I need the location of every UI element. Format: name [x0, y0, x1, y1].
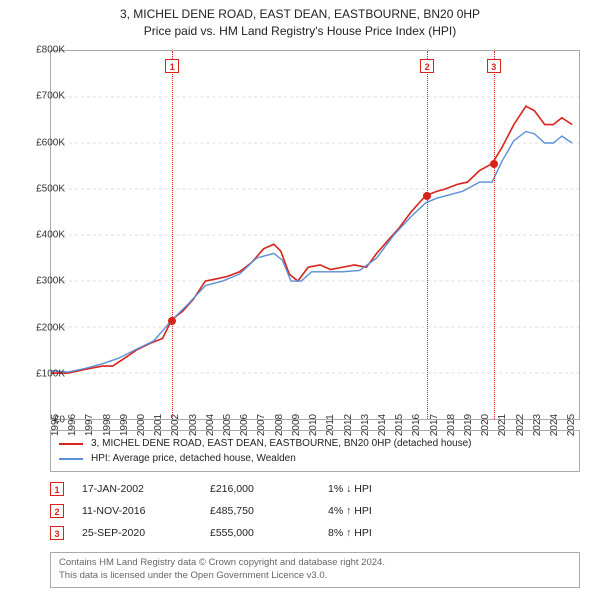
chart-svg: [51, 51, 579, 419]
sale-index-box: 3: [50, 526, 64, 540]
y-axis-tick-label: £300K: [36, 276, 65, 287]
legend-label: HPI: Average price, detached house, Weal…: [91, 451, 296, 466]
sale-marker-index: 2: [420, 59, 434, 73]
title-line-1: 3, MICHEL DENE ROAD, EAST DEAN, EASTBOUR…: [0, 6, 600, 23]
footer-attribution: Contains HM Land Registry data © Crown c…: [50, 552, 580, 588]
sale-marker-index: 3: [487, 59, 501, 73]
y-axis-tick-label: £500K: [36, 183, 65, 194]
footer-line-2: This data is licensed under the Open Gov…: [59, 570, 571, 583]
chart-plot-area: 1 2 3: [50, 50, 580, 420]
sale-marker-point: [168, 317, 176, 325]
sale-marker-point: [490, 160, 498, 168]
sales-table-row: 2 11-NOV-2016 £485,750 4% ↑ HPI: [50, 500, 580, 522]
sale-date: 17-JAN-2002: [82, 483, 192, 495]
sale-marker-point: [423, 192, 431, 200]
sale-date: 11-NOV-2016: [82, 505, 192, 517]
y-axis-tick-label: £400K: [36, 230, 65, 241]
legend-swatch: [59, 458, 83, 460]
sale-price: £485,750: [210, 505, 310, 517]
page-container: 3, MICHEL DENE ROAD, EAST DEAN, EASTBOUR…: [0, 0, 600, 590]
footer-line-1: Contains HM Land Registry data © Crown c…: [59, 557, 571, 570]
legend-box: 3, MICHEL DENE ROAD, EAST DEAN, EASTBOUR…: [50, 430, 580, 472]
legend-label: 3, MICHEL DENE ROAD, EAST DEAN, EASTBOUR…: [91, 436, 472, 451]
y-axis-tick-label: £600K: [36, 137, 65, 148]
sales-table: 1 17-JAN-2002 £216,000 1% ↓ HPI 2 11-NOV-2016…: [50, 478, 580, 544]
sale-marker-line: [494, 51, 495, 419]
y-axis-tick-label: £100K: [36, 368, 65, 379]
sale-date: 25-SEP-2020: [82, 527, 192, 539]
y-axis-tick-label: £800K: [36, 45, 65, 56]
legend-swatch: [59, 443, 83, 445]
sale-vs-hpi: 4% ↑ HPI: [328, 505, 418, 517]
sale-marker-index: 1: [165, 59, 179, 73]
y-axis-tick-label: £700K: [36, 91, 65, 102]
sales-table-row: 3 25-SEP-2020 £555,000 8% ↑ HPI: [50, 522, 580, 544]
title-line-2: Price paid vs. HM Land Registry's House …: [0, 23, 600, 40]
sale-price: £555,000: [210, 527, 310, 539]
sale-price: £216,000: [210, 483, 310, 495]
sale-marker-line: [427, 51, 428, 419]
sale-index-box: 2: [50, 504, 64, 518]
sale-vs-hpi: 1% ↓ HPI: [328, 483, 418, 495]
sale-marker-line: [172, 51, 173, 419]
sale-vs-hpi: 8% ↑ HPI: [328, 527, 418, 539]
sales-table-row: 1 17-JAN-2002 £216,000 1% ↓ HPI: [50, 478, 580, 500]
sale-index-box: 1: [50, 482, 64, 496]
legend-row: 3, MICHEL DENE ROAD, EAST DEAN, EASTBOUR…: [59, 436, 571, 451]
legend-row: HPI: Average price, detached house, Weal…: [59, 451, 571, 466]
y-axis-tick-label: £200K: [36, 322, 65, 333]
title-block: 3, MICHEL DENE ROAD, EAST DEAN, EASTBOUR…: [0, 0, 600, 40]
